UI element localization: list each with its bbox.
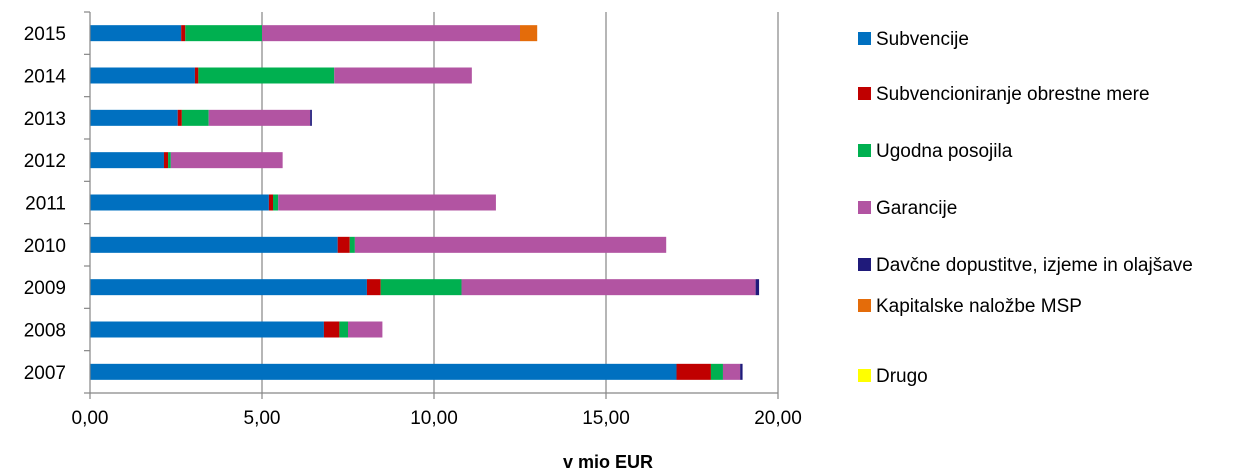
y-tick-label-2009: 2009: [24, 278, 66, 299]
legend-label: Subvencioniranje obrestne mere: [876, 84, 1150, 105]
bar-2010-series-3: [354, 236, 667, 253]
x-tick-label-2: 10,00: [410, 408, 458, 429]
bar-2011-series-1: [268, 194, 274, 211]
bar-2008-series-0: [90, 321, 324, 338]
legend-swatch: [858, 144, 871, 157]
legend-item-0: Subvencije: [858, 26, 1216, 53]
x-tick-label-0: 0,00: [72, 408, 109, 429]
bar-2015-series-0: [90, 25, 182, 42]
bar-2010-series-2: [349, 236, 355, 253]
bar-2014-series-2: [198, 67, 335, 84]
y-tick-label-2014: 2014: [24, 67, 67, 88]
legend-item-4: Davčne dopustitve, izjeme in olajšave: [858, 252, 1216, 279]
bar-2011-series-3: [278, 194, 496, 211]
chart: 2015 2014 2013 2012 2011 2010 2009 2008 2007 0,0…: [24, 11, 802, 472]
legend-swatch: [858, 32, 871, 45]
y-tick-label-2015: 2015: [24, 24, 66, 45]
bar-2010-series-1: [337, 236, 350, 253]
bar-2007-series-4: [740, 363, 743, 380]
bars: [90, 25, 760, 380]
x-tick-label-4: 20,00: [754, 408, 802, 429]
legend-label: Ugodna posojila: [876, 141, 1013, 162]
bar-2013-series-1: [177, 109, 182, 126]
legend-label: Davčne dopustitve, izjeme in olajšave: [876, 255, 1193, 276]
bar-2008-series-2: [339, 321, 348, 338]
bar-2007-series-2: [710, 363, 723, 380]
bar-2012-series-3: [170, 152, 283, 169]
legend-item-6: Drugo: [858, 363, 1216, 390]
bar-2007-series-1: [676, 363, 711, 380]
bar-2015-series-3: [262, 25, 520, 42]
bar-2009-series-2: [380, 279, 462, 296]
bar-2013-series-3: [208, 109, 311, 126]
legend-swatch: [858, 201, 871, 214]
bar-2009-series-1: [366, 279, 381, 296]
bar-2007-series-3: [722, 363, 741, 380]
bar-2010-series-0: [90, 236, 338, 253]
legend-label: Subvencije: [876, 29, 969, 50]
bar-2014-series-0: [90, 67, 195, 84]
axes: [84, 11, 779, 399]
y-tick-label-2012: 2012: [24, 151, 66, 172]
bar-2009-series-4: [755, 279, 760, 296]
bar-2009-series-3: [461, 279, 756, 296]
bar-2014-series-1: [194, 67, 199, 84]
legend-item-5: Kapitalske naložbe MSP: [858, 293, 1216, 320]
legend-swatch: [858, 87, 871, 100]
legend-label: Kapitalske naložbe MSP: [876, 296, 1082, 317]
bar-2015-series-1: [181, 25, 186, 42]
legend-label: Drugo: [876, 366, 928, 387]
bar-2015-series-5: [520, 25, 538, 42]
legend-label: Garancije: [876, 198, 958, 219]
legend-item-3: Garancije: [858, 195, 1216, 222]
bar-2012-series-0: [90, 152, 164, 169]
x-axis-label: v mio EUR: [563, 452, 653, 472]
bar-2008-series-3: [348, 321, 383, 338]
legend-swatch: [858, 369, 871, 382]
bar-2011-series-2: [273, 194, 279, 211]
bar-2013-series-2: [181, 109, 209, 126]
bar-2008-series-1: [323, 321, 340, 338]
y-tick-label-2008: 2008: [24, 321, 66, 342]
bar-2007-series-0: [90, 363, 677, 380]
x-tick-label-1: 5,00: [244, 408, 281, 429]
bar-2015-series-2: [185, 25, 262, 42]
y-tick-label-2013: 2013: [24, 109, 66, 130]
legend-swatch: [858, 299, 871, 312]
bar-2012-series-1: [163, 152, 169, 169]
x-tick-label-3: 15,00: [582, 408, 630, 429]
bar-2014-series-3: [334, 67, 472, 84]
x-tick-labels: 0,00 5,00 10,00 15,00 20,00: [72, 408, 802, 429]
bar-2013-series-4: [310, 109, 312, 126]
y-tick-label-2011: 2011: [25, 194, 66, 215]
bar-2011-series-0: [90, 194, 269, 211]
y-tick-label-2007: 2007: [24, 363, 66, 384]
legend-item-1: Subvencioniranje obrestne mere: [858, 81, 1216, 108]
bar-2009-series-0: [90, 279, 367, 296]
y-tick-label-2010: 2010: [24, 236, 66, 257]
legend-swatch: [858, 258, 871, 271]
legend-item-2: Ugodna posojila: [858, 138, 1216, 165]
bar-2012-series-2: [168, 152, 171, 169]
bar-2013-series-0: [90, 109, 178, 126]
y-tick-labels: 2015 2014 2013 2012 2011 2010 2009 2008 2007: [24, 24, 67, 384]
